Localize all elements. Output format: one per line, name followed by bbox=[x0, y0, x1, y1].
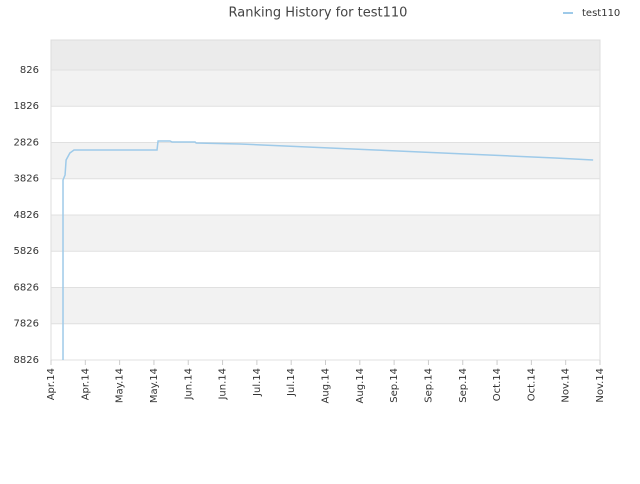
x-tick-label: Oct.14 bbox=[526, 368, 537, 401]
plot-band bbox=[51, 214, 600, 252]
x-tick-label: Oct.14 bbox=[492, 368, 503, 401]
x-tick-label: Jun.14 bbox=[183, 368, 194, 401]
y-tick-label: 8826 bbox=[14, 355, 39, 366]
x-tick-label: Jul.14 bbox=[252, 368, 263, 397]
x-tick-label: Jul.14 bbox=[286, 368, 297, 397]
legend-label: test110 bbox=[582, 8, 620, 19]
y-tick-label: 4826 bbox=[14, 210, 39, 221]
x-tick-label: Jun.14 bbox=[218, 368, 229, 401]
x-tick-label: Sep.14 bbox=[458, 368, 469, 403]
x-tick-label: Sep.14 bbox=[423, 368, 434, 403]
plot-band bbox=[51, 40, 600, 70]
y-tick-label: 3826 bbox=[14, 174, 39, 185]
y-tick-label: 5826 bbox=[14, 246, 39, 257]
x-tick-label: May.14 bbox=[149, 368, 160, 403]
y-tick-label: 2826 bbox=[14, 137, 39, 148]
plot-band bbox=[51, 178, 600, 215]
x-tick-label: Nov.14 bbox=[595, 368, 606, 403]
y-tick-label: 826 bbox=[20, 65, 39, 76]
plot-band bbox=[51, 251, 600, 288]
plot-band bbox=[51, 287, 600, 324]
x-tick-label: Sep.14 bbox=[389, 368, 400, 403]
x-tick-label: Apr.14 bbox=[46, 368, 57, 400]
x-tick-label: Aug.14 bbox=[355, 368, 366, 403]
plot-band bbox=[51, 106, 600, 143]
chart-title: Ranking History for test110 bbox=[229, 6, 408, 21]
y-tick-label: 6826 bbox=[14, 282, 39, 293]
x-tick-label: May.14 bbox=[115, 368, 126, 403]
plot-band bbox=[51, 69, 600, 107]
x-tick-label: Apr.14 bbox=[80, 368, 91, 400]
x-tick-label: Nov.14 bbox=[561, 368, 572, 403]
y-tick-label: 1826 bbox=[14, 101, 39, 112]
y-tick-label: 7826 bbox=[14, 319, 39, 330]
plot-band bbox=[51, 323, 600, 360]
x-tick-label: Aug.14 bbox=[321, 368, 332, 403]
line bbox=[62, 140, 594, 360]
